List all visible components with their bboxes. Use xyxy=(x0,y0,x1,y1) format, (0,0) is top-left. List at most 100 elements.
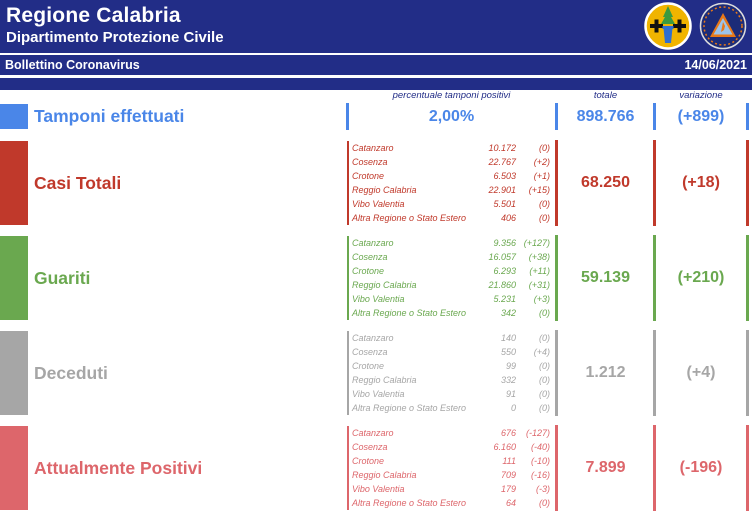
province-name: Vibo Valentia xyxy=(352,294,405,304)
total-value: 59.139 xyxy=(581,269,630,286)
column-separator xyxy=(347,331,349,415)
breakdown-line: Altra Regione o Stato Estero 0 (0) xyxy=(352,401,550,415)
province-name: Reggio Calabria xyxy=(352,185,417,195)
province-variation: (+38) xyxy=(528,252,550,262)
column-separator xyxy=(653,103,656,130)
province-variation: (+127) xyxy=(523,238,550,248)
header-band: Regione Calabria Dipartimento Protezione… xyxy=(0,0,752,53)
color-swatch xyxy=(0,236,28,320)
color-swatch xyxy=(0,104,28,129)
province-value: 406 xyxy=(500,213,516,223)
variation-value: (+4) xyxy=(686,364,716,381)
protezione-civile-logo-icon xyxy=(699,2,747,50)
province-variation: (0) xyxy=(539,308,550,318)
column-separator xyxy=(746,103,749,130)
column-separator xyxy=(746,235,749,321)
province-value: 10.172 xyxy=(488,143,516,153)
breakdown-line: Catanzaro 9.356 (+127) xyxy=(352,236,550,250)
page-subtitle: Dipartimento Protezione Civile xyxy=(6,29,224,46)
color-swatch xyxy=(0,426,28,510)
breakdown-line: Reggio Calabria 21.860 (+31) xyxy=(352,278,550,292)
province-value: 332 xyxy=(500,375,516,385)
province-value: 22.767 xyxy=(488,157,516,167)
column-separator xyxy=(555,425,558,511)
province-variation: (-3) xyxy=(536,484,550,494)
column-separator xyxy=(653,425,656,511)
province-value: 6.503 xyxy=(493,171,516,181)
breakdown-line: Vibo Valentia 179 (-3) xyxy=(352,482,550,496)
breakdown-line: Vibo Valentia 5.231 (+3) xyxy=(352,292,550,306)
province-variation: (0) xyxy=(539,361,550,371)
color-swatch xyxy=(0,331,28,415)
breakdown-line: Reggio Calabria 22.901 (+15) xyxy=(352,183,550,197)
province-value: 5.231 xyxy=(493,294,516,304)
province-name: Catanzaro xyxy=(352,238,394,248)
province-value: 140 xyxy=(500,333,516,343)
province-name: Cosenza xyxy=(352,442,388,452)
column-separator xyxy=(347,236,349,320)
province-value: 22.901 xyxy=(488,185,516,195)
province-name: Reggio Calabria xyxy=(352,470,417,480)
province-name: Crotone xyxy=(352,456,385,466)
column-separator xyxy=(347,426,349,510)
breakdown-line: Reggio Calabria 332 (0) xyxy=(352,373,550,387)
row-deceduti: Deceduti Catanzaro 140 (0) Cosenza 550 (+4) Cr… xyxy=(0,330,752,416)
province-name: Catanzaro xyxy=(352,143,394,153)
province-name: Cosenza xyxy=(352,157,388,167)
province-name: Altra Regione o Stato Estero xyxy=(352,308,467,318)
total-value: 1.212 xyxy=(585,364,626,381)
breakdown-line: Crotone 111 (-10) xyxy=(352,454,550,468)
variation-value: (+18) xyxy=(682,174,720,191)
province-variation: (+31) xyxy=(528,280,550,290)
province-variation: (0) xyxy=(539,333,550,343)
column-separator xyxy=(347,141,349,225)
total-value: 7.899 xyxy=(585,459,626,476)
province-value: 5.501 xyxy=(493,199,516,209)
column-header-percent: percentuale tamponi positivi xyxy=(392,90,511,101)
province-name: Cosenza xyxy=(352,347,388,357)
province-variation: (-127) xyxy=(525,428,550,438)
province-name: Crotone xyxy=(352,171,385,181)
breakdown-line: Altra Regione o Stato Estero 342 (0) xyxy=(352,306,550,320)
province-name: Reggio Calabria xyxy=(352,375,417,385)
column-separator xyxy=(746,140,749,226)
row-label: Guariti xyxy=(34,267,91,288)
breakdown-line: Altra Regione o Stato Estero 406 (0) xyxy=(352,211,550,225)
province-name: Altra Regione o Stato Estero xyxy=(352,403,467,413)
column-separator xyxy=(746,330,749,416)
column-header-variation: variazione xyxy=(679,90,723,101)
row-label: Casi Totali xyxy=(34,172,122,193)
breakdown-line: Cosenza 6.160 (-40) xyxy=(352,440,550,454)
page-title: Regione Calabria xyxy=(6,4,181,27)
breakdown-line: Reggio Calabria 709 (-16) xyxy=(352,468,550,482)
province-value: 21.860 xyxy=(488,280,516,290)
row-label: Attualmente Positivi xyxy=(34,457,203,478)
province-value: 91 xyxy=(505,389,516,399)
breakdown-line: Catanzaro 676 (-127) xyxy=(352,426,550,440)
province-breakdown-list: Catanzaro 9.356 (+127) Cosenza 16.057 (+38) Cr… xyxy=(352,236,550,320)
province-variation: (0) xyxy=(539,403,550,413)
province-value: 0 xyxy=(510,403,516,413)
province-variation: (+15) xyxy=(528,185,550,195)
total-value: 898.766 xyxy=(576,107,635,125)
province-variation: (+4) xyxy=(533,347,550,357)
percent-value: 2,00% xyxy=(428,107,475,125)
province-name: Altra Regione o Stato Estero xyxy=(352,213,467,223)
province-value: 550 xyxy=(500,347,516,357)
province-name: Vibo Valentia xyxy=(352,389,405,399)
province-value: 111 xyxy=(502,456,516,466)
divider-bar xyxy=(0,78,752,90)
column-separator xyxy=(555,103,558,130)
province-name: Reggio Calabria xyxy=(352,280,417,290)
breakdown-line: Cosenza 22.767 (+2) xyxy=(352,155,550,169)
breakdown-line: Cosenza 16.057 (+38) xyxy=(352,250,550,264)
variation-value: (-196) xyxy=(679,459,723,476)
province-value: 6.160 xyxy=(493,442,516,452)
column-header-total: totale xyxy=(593,90,618,101)
column-separator xyxy=(746,425,749,511)
province-variation: (+3) xyxy=(533,294,550,304)
variation-value: (+899) xyxy=(677,107,725,125)
variation-value: (+210) xyxy=(677,269,725,286)
column-separator xyxy=(555,140,558,226)
breakdown-line: Crotone 99 (0) xyxy=(352,359,550,373)
